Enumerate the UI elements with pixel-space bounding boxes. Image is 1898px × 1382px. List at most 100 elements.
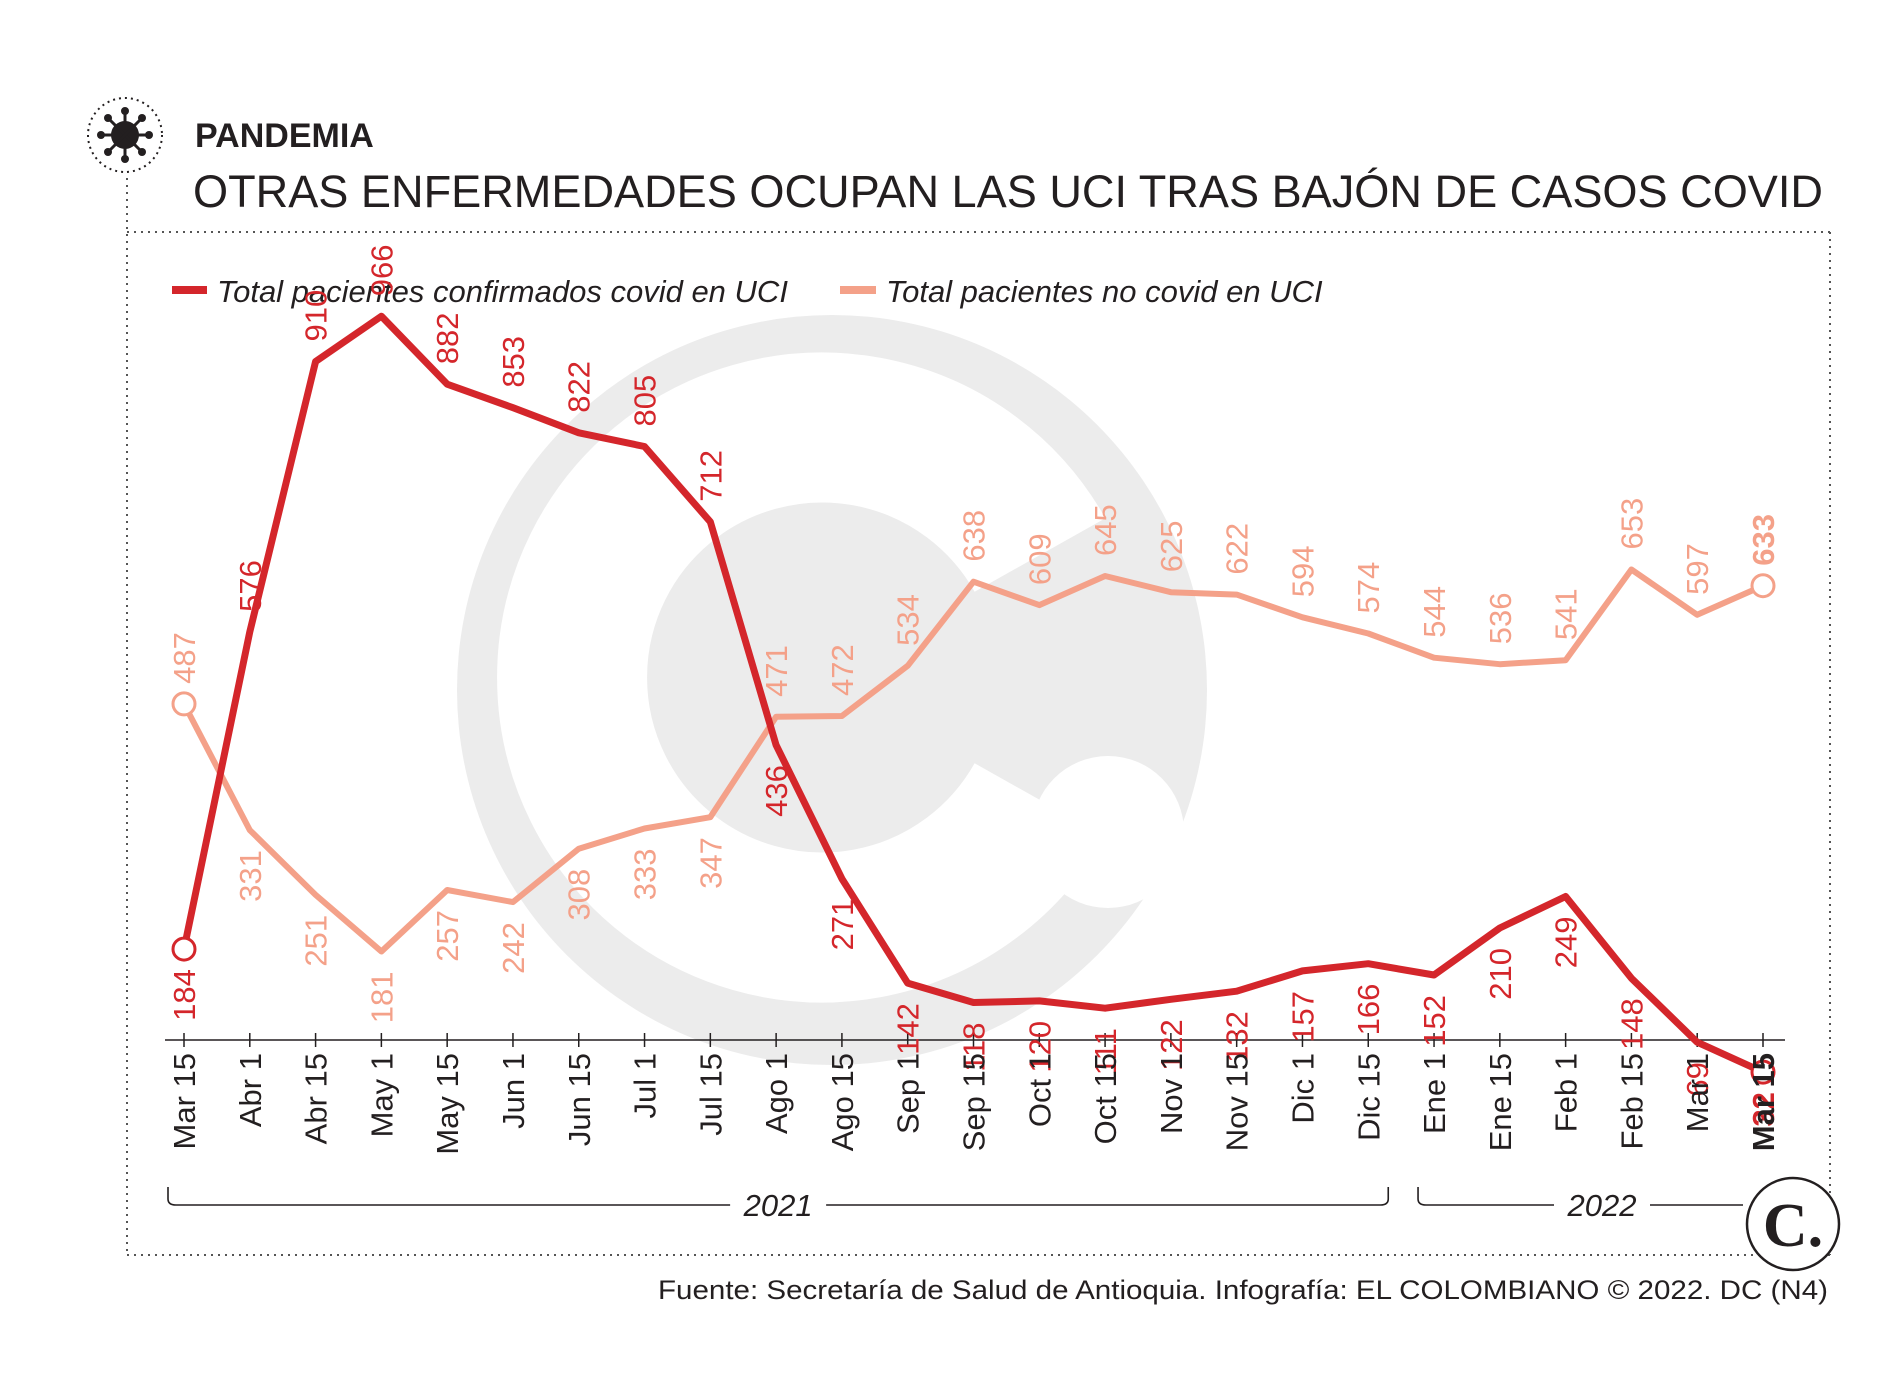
frame bbox=[126, 178, 1831, 1256]
kicker: PANDEMIA bbox=[195, 117, 374, 155]
chart-title: OTRAS ENFERMEDADES OCUPAN LAS UCI TRAS B… bbox=[193, 166, 1823, 217]
value-label-covid: 210 bbox=[1483, 948, 1518, 1000]
x-tick-label: Ago 1 bbox=[759, 1053, 794, 1134]
value-label-no-covid: 609 bbox=[1022, 533, 1057, 585]
value-label-covid: 805 bbox=[628, 375, 663, 427]
value-label-no-covid: 331 bbox=[233, 850, 268, 902]
series-lines bbox=[171, 312, 1776, 1085]
value-label-no-covid: 574 bbox=[1351, 562, 1386, 614]
value-label-no-covid: 242 bbox=[496, 922, 531, 974]
year-bracket-2021: 2021 bbox=[167, 1187, 1390, 1223]
value-label-no-covid: 308 bbox=[562, 869, 597, 921]
value-label-covid: 118 bbox=[957, 1023, 992, 1072]
value-label-no-covid: 471 bbox=[759, 645, 794, 697]
x-tick-label: Ene 15 bbox=[1483, 1053, 1518, 1151]
x-tick-label: Ene 1 bbox=[1417, 1053, 1452, 1134]
bracket-line bbox=[1417, 1187, 1554, 1206]
x-tick-label: Jul 15 bbox=[693, 1053, 728, 1136]
value-label-no-covid: 544 bbox=[1417, 586, 1452, 638]
bracket-line bbox=[826, 1187, 1390, 1206]
value-label-no-covid: 347 bbox=[693, 837, 728, 889]
value-label-no-covid: 625 bbox=[1154, 520, 1189, 572]
value-label-covid: 120 bbox=[1022, 1021, 1057, 1073]
x-tick-label: Mar 1 bbox=[1680, 1053, 1715, 1132]
value-label-no-covid: 333 bbox=[628, 849, 663, 901]
x-tick-label: May 1 bbox=[364, 1053, 399, 1137]
value-label-covid: 122 bbox=[1154, 1019, 1189, 1071]
value-label-covid: 157 bbox=[1285, 991, 1320, 1043]
value-label-covid: 712 bbox=[693, 450, 728, 502]
value-label-covid: 111 bbox=[1088, 1028, 1123, 1075]
x-tick-label: Dic 15 bbox=[1351, 1053, 1386, 1141]
x-tick-label: Nov 1 bbox=[1154, 1053, 1189, 1134]
x-tick-label: Mar 15 bbox=[167, 1053, 202, 1149]
value-label-covid: 822 bbox=[562, 361, 597, 413]
x-tick-label: Jun 1 bbox=[496, 1053, 531, 1129]
x-tick-label: Jul 1 bbox=[628, 1053, 663, 1118]
value-label-covid: 69 bbox=[1680, 1062, 1715, 1096]
value-label-no-covid: 472 bbox=[825, 644, 860, 696]
endpoint-marker-no-covid bbox=[171, 691, 197, 717]
x-tick-label: Nov 15 bbox=[1220, 1053, 1255, 1151]
year-brackets: 2021 2022 bbox=[167, 1187, 1743, 1223]
x-tick-label: Ago 15 bbox=[825, 1053, 860, 1151]
x-tick-label: Oct 15 bbox=[1088, 1053, 1123, 1144]
legend-label-no-covid: Total pacientes no covid en UCI bbox=[886, 274, 1323, 309]
value-label-covid: 576 bbox=[233, 560, 268, 612]
value-label-no-covid: 536 bbox=[1483, 592, 1518, 644]
value-label-covid: 184 bbox=[167, 969, 202, 1021]
value-label-no-covid: 251 bbox=[299, 915, 334, 967]
value-labels: 184 487 576 331 910 251 966 181 882 257 853 242 822 3… bbox=[167, 244, 1781, 1126]
legend: Total pacientes confirmados covid en UCI… bbox=[172, 274, 1323, 309]
value-label-covid: 966 bbox=[364, 244, 399, 296]
value-label-covid: 148 bbox=[1614, 998, 1649, 1050]
year-bracket-2022: 2022 bbox=[1417, 1187, 1743, 1223]
value-label-no-covid: 597 bbox=[1680, 543, 1715, 595]
x-tick-label: Jun 15 bbox=[562, 1053, 597, 1146]
value-label-covid: 910 bbox=[299, 290, 334, 342]
x-tick-label: May 15 bbox=[430, 1053, 465, 1155]
x-tick-labels: Mar 15 Abr 1 Abr 15 May 1 May 15 Jun 1 Jun 15 J… bbox=[167, 1053, 1781, 1155]
series-line-no-covid bbox=[181, 566, 1766, 955]
value-label-no-covid: 633 bbox=[1746, 514, 1781, 566]
endpoint-marker-no-covid bbox=[1750, 573, 1776, 599]
value-label-covid: 152 bbox=[1417, 995, 1452, 1047]
legend-label-covid: Total pacientes confirmados covid en UCI bbox=[217, 274, 788, 309]
x-tick-label: Feb 15 bbox=[1614, 1053, 1649, 1150]
x-tick-label: Sep 1 bbox=[891, 1053, 926, 1134]
virus-icon bbox=[87, 97, 163, 173]
value-label-no-covid: 541 bbox=[1549, 588, 1584, 640]
bracket-line bbox=[167, 1187, 731, 1206]
value-label-no-covid: 653 bbox=[1614, 498, 1649, 550]
value-label-no-covid: 487 bbox=[167, 632, 202, 684]
el-colombiano-logo-icon: C. bbox=[1745, 1176, 1841, 1272]
x-tick-label: Abr 15 bbox=[299, 1053, 334, 1144]
value-label-no-covid: 534 bbox=[891, 594, 926, 646]
value-label-covid: 271 bbox=[825, 899, 860, 951]
x-tick-label: Abr 1 bbox=[233, 1053, 268, 1127]
series-line-covid bbox=[180, 312, 1767, 1076]
value-label-no-covid: 594 bbox=[1285, 546, 1320, 598]
value-label-no-covid: 638 bbox=[957, 510, 992, 562]
value-label-covid: 436 bbox=[759, 765, 794, 817]
value-label-covid: 249 bbox=[1549, 916, 1584, 968]
value-label-covid: 142 bbox=[891, 1003, 926, 1055]
value-label-covid: 882 bbox=[430, 312, 465, 364]
value-label-covid: 32 bbox=[1746, 1092, 1781, 1126]
value-label-no-covid: 181 bbox=[364, 972, 399, 1024]
logo-letter: C. bbox=[1763, 1192, 1823, 1260]
year-label: 2022 bbox=[1567, 1188, 1637, 1223]
x-tick-label: Feb 1 bbox=[1549, 1053, 1584, 1132]
source-note: Fuente: Secretaría de Salud de Antioquia… bbox=[658, 1275, 1828, 1305]
value-label-covid: 166 bbox=[1351, 984, 1386, 1036]
x-tick-label: Sep 15 bbox=[957, 1053, 992, 1151]
value-label-no-covid: 622 bbox=[1220, 523, 1255, 575]
value-label-covid: 132 bbox=[1220, 1011, 1255, 1063]
watermark-logo-icon bbox=[457, 315, 1207, 1065]
x-tick-label: Dic 1 bbox=[1285, 1053, 1320, 1124]
x-tick-label: Oct 1 bbox=[1022, 1053, 1057, 1127]
year-label: 2021 bbox=[743, 1188, 813, 1223]
endpoint-marker-covid bbox=[1750, 1059, 1776, 1085]
x-tick-label: Mar 15 bbox=[1746, 1053, 1781, 1151]
